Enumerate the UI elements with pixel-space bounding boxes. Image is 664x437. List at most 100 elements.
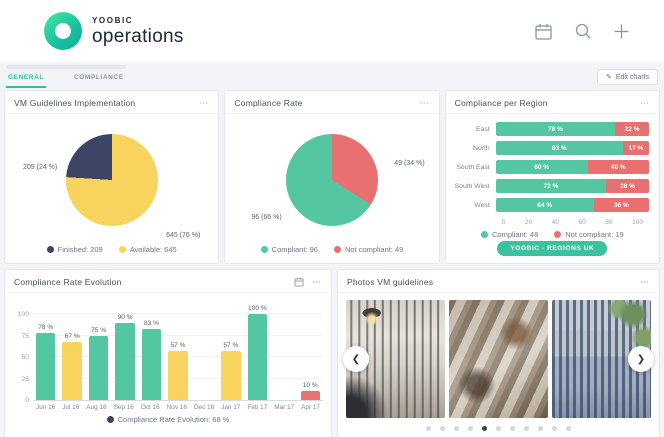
evolution-column: 75 %	[88, 297, 109, 400]
carousel-dot[interactable]	[566, 426, 571, 431]
segment-value-label: 78 %	[548, 125, 563, 133]
photo-store-overhead-view[interactable]	[449, 300, 548, 418]
region-bar-segment[interactable]: 60 %	[495, 160, 588, 174]
vm-guidelines-legend: Finished: 209 Available: 645	[5, 241, 218, 263]
x-axis-tick: 80	[605, 219, 613, 226]
region-row: East 78 % 22 %	[452, 122, 649, 136]
more-menu-icon[interactable]: ⋯	[312, 277, 322, 287]
carousel-dot[interactable]	[510, 426, 515, 431]
x-axis-label: Sep 16	[113, 404, 134, 411]
legend-dot	[46, 246, 54, 253]
carousel-dot[interactable]	[496, 426, 501, 431]
y-axis-tick: 25	[21, 375, 29, 383]
evolution-bar[interactable]	[36, 332, 56, 400]
carousel-dot[interactable]	[552, 426, 557, 431]
legend-item[interactable]: Available: 645	[118, 245, 177, 254]
evolution-column	[274, 297, 293, 400]
region-legend: Compliant: 48 Not compliant: 19	[446, 226, 659, 241]
region-category-label: South East	[456, 163, 490, 171]
bar-value-label: 78 %	[38, 323, 54, 331]
carousel-dot[interactable]	[454, 426, 459, 431]
evolution-bar[interactable]	[221, 350, 241, 400]
bar-value-label: 57 %	[223, 341, 239, 349]
tab-compliance[interactable]: COMPLIANCE	[73, 74, 124, 81]
x-axis-label: Apr 17	[301, 404, 320, 411]
region-bar-segment[interactable]: 17 %	[622, 141, 649, 155]
carousel-dot[interactable]	[468, 426, 473, 431]
card-header: Compliance Rate Evolution ⋯	[5, 270, 331, 293]
carousel-dot[interactable]	[538, 426, 543, 431]
card-compliance-rate-evolution: Compliance Rate Evolution ⋯ 0 25 50 75 100 78…	[4, 269, 332, 437]
card-title: Compliance Rate Evolution	[14, 277, 122, 287]
segment-value-label: 83 %	[551, 144, 567, 152]
yoobic-logo[interactable]: YOOBIC operations	[44, 12, 184, 50]
legend-item[interactable]: Compliant: 96	[260, 245, 318, 254]
search-icon[interactable]	[574, 22, 592, 40]
region-bar-segment[interactable]: 36 %	[593, 198, 649, 212]
regions-uk-badge[interactable]: YOOBIC - REGIONS UK	[497, 241, 608, 256]
evolution-bar[interactable]	[62, 342, 82, 400]
header-actions	[534, 22, 630, 41]
bar-value-label: 57 %	[170, 341, 186, 349]
region-bar-segment[interactable]: 78 %	[495, 122, 616, 136]
tabs-scrollbar[interactable]	[6, 65, 126, 69]
card-header: Compliance Rate ⋯	[225, 91, 439, 114]
segment-value-label: 22 %	[624, 125, 640, 133]
x-axis-tick: 40	[551, 219, 559, 226]
evolution-bar[interactable]	[300, 391, 320, 400]
y-axis-tick: 0	[25, 397, 29, 404]
legend-dot	[106, 416, 114, 423]
region-stacked-bar: 83 % 17 %	[495, 141, 649, 155]
bar-value-label: 100 %	[248, 305, 267, 312]
card-header: VM Guidelines Implementation ⋯	[5, 91, 219, 114]
more-menu-icon[interactable]: ⋯	[640, 277, 650, 287]
legend-label: Compliant: 48	[491, 230, 539, 239]
vm-guidelines-pie[interactable]	[65, 134, 158, 226]
region-category-label: South West	[454, 182, 490, 190]
region-bar-segment[interactable]: 83 %	[495, 141, 623, 155]
legend-dot	[554, 231, 562, 238]
region-bar-segment[interactable]: 22 %	[615, 122, 649, 136]
carousel-dot[interactable]	[524, 426, 529, 431]
evolution-bar[interactable]	[141, 328, 162, 400]
more-menu-icon[interactable]: ⋯	[639, 98, 650, 108]
yoobic-ring-icon	[44, 12, 82, 50]
calendar-icon[interactable]	[534, 22, 553, 41]
y-axis-tick: 50	[21, 354, 29, 361]
region-bar-segment[interactable]: 28 %	[606, 179, 649, 193]
compliance-pie-stage: 49 (34 %) 96 (66 %)	[225, 114, 438, 241]
evolution-column: 57 %	[221, 297, 241, 400]
more-menu-icon[interactable]: ⋯	[199, 98, 210, 108]
region-bar-segment[interactable]: 40 %	[587, 160, 649, 174]
edit-charts-button[interactable]: ✎ Edit charts	[597, 69, 658, 85]
evolution-bar[interactable]	[247, 314, 268, 400]
evolution-bar[interactable]	[88, 335, 109, 400]
evolution-bar[interactable]	[168, 350, 188, 400]
bar-value-label: 83 %	[144, 319, 160, 327]
evolution-column: 10 %	[300, 297, 320, 400]
carousel-prev-button[interactable]: ❮	[343, 346, 369, 372]
date-range-icon[interactable]	[294, 277, 304, 287]
x-axis-tick: 0	[501, 219, 506, 226]
evolution-bar[interactable]	[115, 322, 135, 400]
evolution-column: 83 %	[141, 297, 162, 400]
compliance-rate-pie[interactable]	[285, 134, 378, 226]
legend-item[interactable]: Not compliant: 49	[333, 245, 403, 254]
legend-item[interactable]: Compliance Rate Evolution: 68 %	[106, 415, 229, 424]
segment-value-label: 17 %	[628, 144, 644, 152]
legend-item[interactable]: Not compliant: 19	[554, 230, 624, 239]
add-icon[interactable]	[613, 23, 630, 40]
tab-general[interactable]: GENERAL	[6, 74, 46, 88]
carousel-dot[interactable]	[426, 426, 431, 431]
carousel-dot[interactable]	[440, 426, 445, 431]
region-stacked-bar: 60 % 40 %	[495, 160, 649, 174]
carousel-next-button[interactable]: ❯	[628, 346, 654, 372]
legend-item[interactable]: Compliant: 48	[480, 230, 539, 239]
region-bar-segment[interactable]: 64 %	[495, 198, 594, 212]
x-axis-label: Jul 16	[62, 404, 80, 411]
compliance-rate-legend: Compliant: 96 Not compliant: 49	[225, 241, 438, 263]
more-menu-icon[interactable]: ⋯	[419, 98, 430, 108]
carousel-dot[interactable]	[482, 426, 487, 431]
region-bar-segment[interactable]: 72 %	[495, 179, 607, 193]
legend-item[interactable]: Finished: 209	[46, 245, 103, 254]
